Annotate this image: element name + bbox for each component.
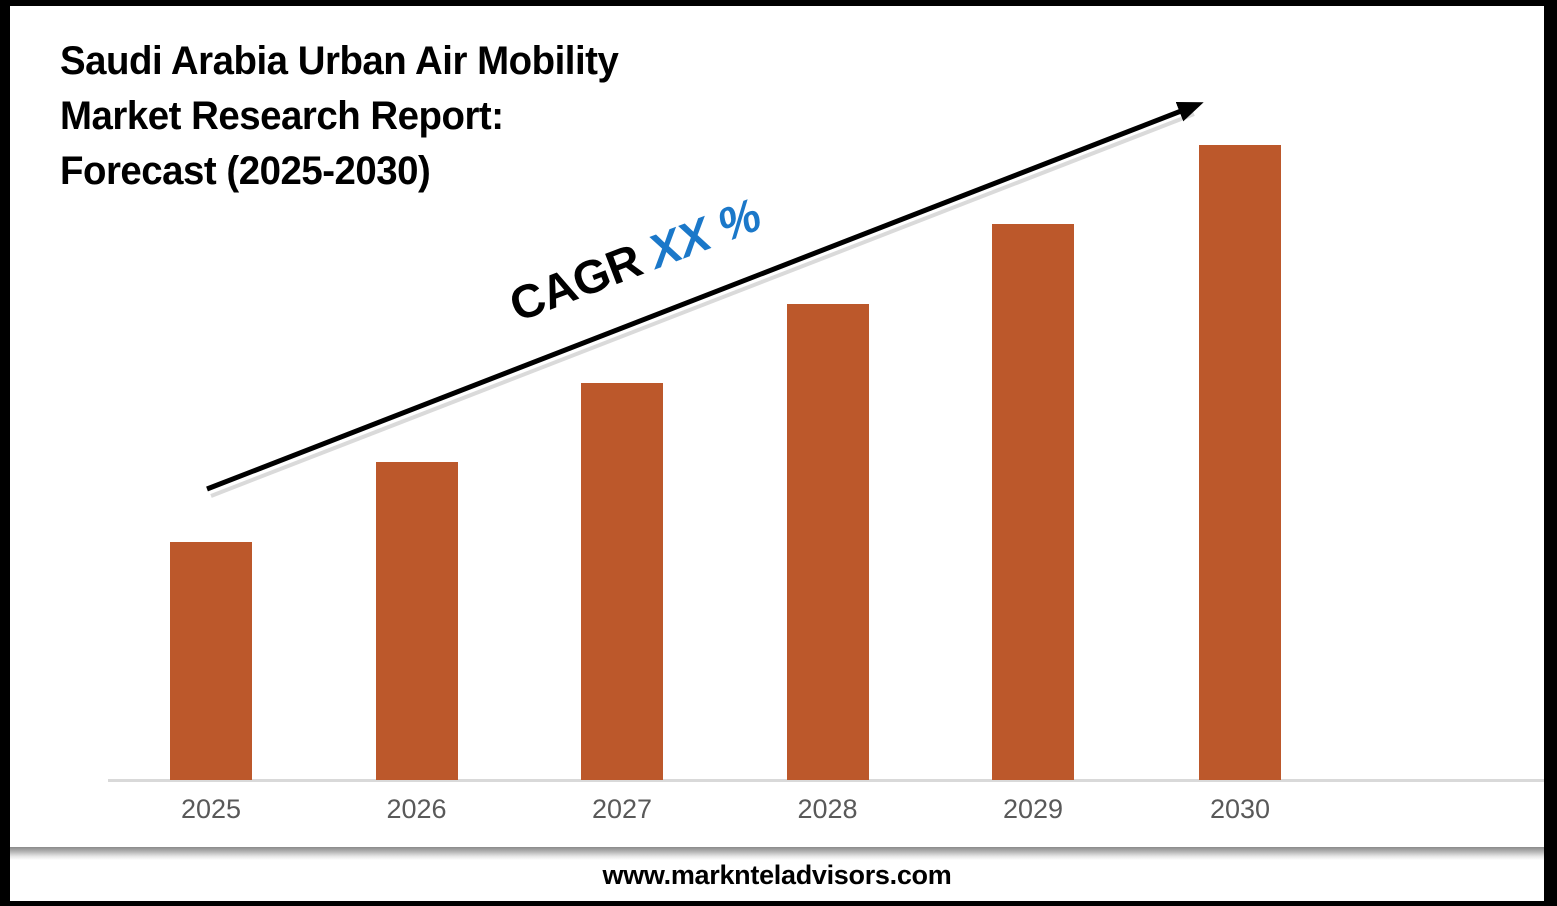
bar-2028	[786, 304, 869, 780]
bar-2027	[581, 383, 663, 780]
x-axis-line	[108, 779, 1544, 782]
x-tick-label-2030: 2030	[1209, 794, 1271, 824]
x-tick-label-2027: 2027	[591, 794, 653, 824]
footer-divider-shadow	[10, 847, 1544, 860]
chart-title-line-1: Saudi Arabia Urban Air Mobility	[60, 39, 619, 83]
bar-2025	[170, 542, 252, 780]
slide-canvas: Saudi Arabia Urban Air Mobility Market R…	[10, 6, 1544, 901]
footer-url: www.marknteladvisors.com	[602, 860, 952, 890]
footer: www.marknteladvisors.com	[10, 860, 1544, 891]
x-tick-label-2028: 2028	[797, 794, 858, 824]
x-tick-label-2029: 2029	[1002, 794, 1064, 824]
bar-2029	[992, 224, 1074, 780]
bar-2030	[1199, 145, 1281, 780]
bar-chart: 2025 2026 2027 2028 2029 2030	[10, 6, 1544, 901]
bar-2026	[375, 462, 458, 780]
x-tick-label-2026: 2026	[386, 794, 447, 824]
x-tick-label-2025: 2025	[180, 794, 242, 824]
